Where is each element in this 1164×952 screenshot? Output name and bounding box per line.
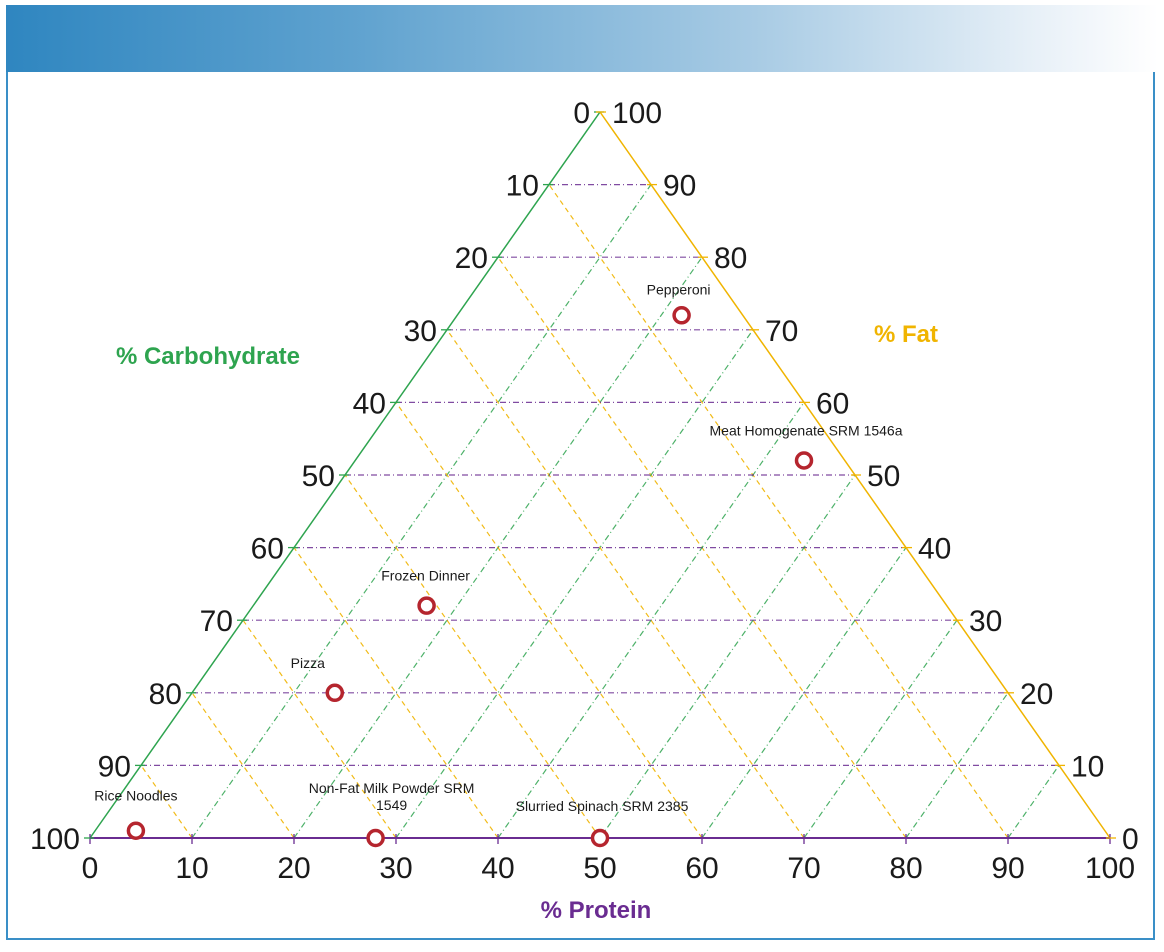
grid-line-protein-50 xyxy=(599,474,856,839)
point-marker-frozen-dinner[interactable] xyxy=(417,596,436,615)
carbohydrate-tick-30: 30 xyxy=(404,315,437,348)
fat-tick-30: 30 xyxy=(969,605,1002,638)
protein-tick-50: 50 xyxy=(583,852,616,885)
protein-tick-100: 100 xyxy=(1085,852,1135,885)
grid-line-carbohydrate-10 xyxy=(548,184,1009,839)
protein-tick-60: 60 xyxy=(685,852,718,885)
fat-tick-10: 10 xyxy=(1071,750,1104,783)
point-marker-slurried-spinach-srm-2385[interactable] xyxy=(590,828,610,848)
carbohydrate-tick-20: 20 xyxy=(455,242,488,275)
axis-title-carbohydrate: % Carbohydrate xyxy=(116,343,300,370)
grid-line-protein-70 xyxy=(803,619,958,839)
point-marker-rice-noodles[interactable] xyxy=(126,821,146,840)
carbohydrate-tick-80: 80 xyxy=(149,678,182,711)
point-marker-pizza[interactable] xyxy=(325,683,345,703)
protein-tick-80: 80 xyxy=(889,852,922,885)
grid-line-carbohydrate-70 xyxy=(242,619,397,839)
protein-tick-10: 10 xyxy=(175,852,208,885)
chart-frame xyxy=(6,72,1155,940)
grid-line-protein-90 xyxy=(1007,765,1060,839)
grid-line-carbohydrate-50 xyxy=(344,474,601,839)
carbohydrate-tick-10: 10 xyxy=(506,170,539,203)
carbohydrate-tick-60: 60 xyxy=(251,533,284,566)
fat-tick-80: 80 xyxy=(714,242,747,275)
fat-tick-20: 20 xyxy=(1020,678,1053,711)
point-label-frozen-dinner: Frozen Dinner xyxy=(381,568,470,584)
protein-tick-40: 40 xyxy=(481,852,514,885)
point-label-slurried-spinach-srm-2385: Slurried Spinach SRM 2385 xyxy=(516,798,689,814)
tick-labels: 0 10 20 30 40 50 60 70 80 90 100010203040506070809… xyxy=(30,97,1139,885)
grid-line-carbohydrate-30 xyxy=(446,329,805,839)
grid-line-protein-80 xyxy=(905,692,1009,839)
fat-tick-40: 40 xyxy=(918,533,951,566)
protein-tick-30: 30 xyxy=(379,852,412,885)
axis-title-protein: % Protein xyxy=(541,897,652,924)
point-label-rice-noodles: Rice Noodles xyxy=(94,788,177,804)
header-banner xyxy=(6,5,1158,73)
carbohydrate-tick-0: 0 xyxy=(573,97,590,130)
point-label-pizza: Pizza xyxy=(291,655,325,671)
carbohydrate-tick-50: 50 xyxy=(302,460,335,493)
fat-tick-100: 100 xyxy=(612,97,662,130)
grid-line-protein-60 xyxy=(701,547,907,839)
protein-tick-0: 0 xyxy=(82,852,99,885)
triangle-axes xyxy=(84,111,1116,844)
carbohydrate-tick-70: 70 xyxy=(200,605,233,638)
carbohydrate-tick-40: 40 xyxy=(353,387,386,420)
point-label-non-fat-milk-powder-srm-1549: Non-Fat Milk Powder SRM xyxy=(309,780,475,796)
grid-line-carbohydrate-40 xyxy=(395,402,703,839)
fat-tick-60: 60 xyxy=(816,387,849,420)
carbohydrate-tick-90: 90 xyxy=(98,750,131,783)
protein-tick-70: 70 xyxy=(787,852,820,885)
carbohydrate-tick-100: 100 xyxy=(30,823,80,856)
fat-tick-0: 0 xyxy=(1122,823,1139,856)
axis-title-fat: % Fat xyxy=(874,321,938,348)
grid-line-protein-10 xyxy=(191,184,652,839)
point-marker-pepperoni[interactable] xyxy=(672,306,691,325)
point-label-non-fat-milk-powder-srm-1549-line2: 1549 xyxy=(376,797,407,813)
point-marker-meat-homogenate-srm-1546a[interactable] xyxy=(794,451,814,470)
grid-line-carbohydrate-80 xyxy=(191,692,295,839)
grid-line-protein-30 xyxy=(395,329,754,839)
fat-tick-50: 50 xyxy=(867,460,900,493)
grid-line-carbohydrate-90 xyxy=(140,765,193,839)
point-marker-non-fat-milk-powder-srm-1549[interactable] xyxy=(366,828,385,848)
fat-tick-90: 90 xyxy=(663,170,696,203)
fat-tick-70: 70 xyxy=(765,315,798,348)
grid-lines xyxy=(140,184,1060,839)
protein-tick-20: 20 xyxy=(277,852,310,885)
point-label-meat-homogenate-srm-1546a: Meat Homogenate SRM 1546a xyxy=(710,422,903,438)
point-label-pepperoni: Pepperoni xyxy=(647,281,711,297)
protein-tick-90: 90 xyxy=(991,852,1024,885)
